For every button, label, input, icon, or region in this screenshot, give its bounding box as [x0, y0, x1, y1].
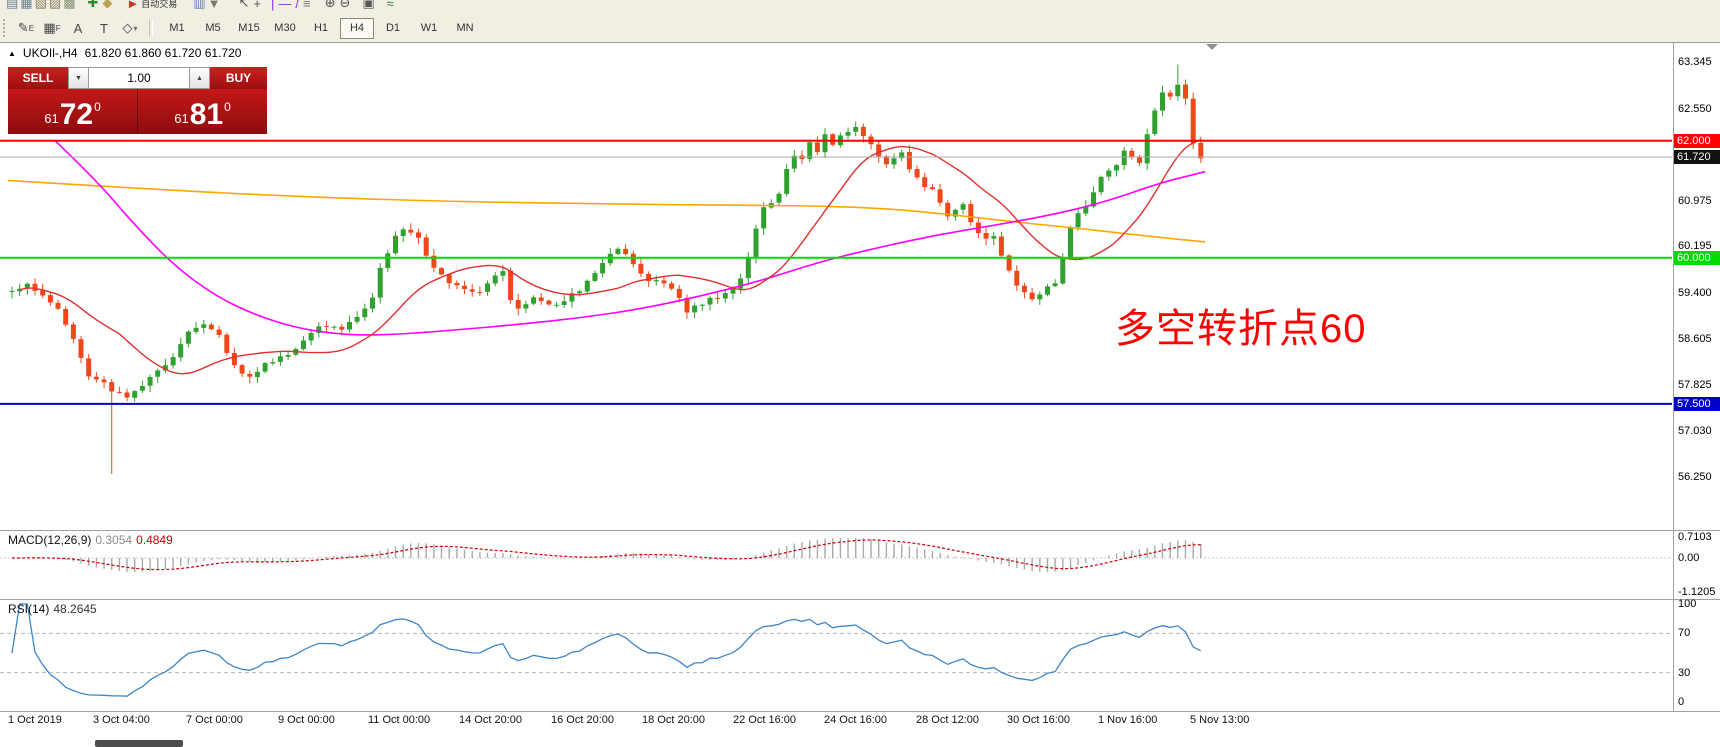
volume-input[interactable]: [89, 67, 189, 89]
sell-price-panel[interactable]: 61 72 0: [8, 89, 138, 134]
strategy-tester-icon[interactable]: ▩: [63, 0, 76, 10]
toolbar-separator: [149, 19, 153, 37]
toolbar-line-studies: ✎ E ▦ F A T ◇ ▾ M1 M5 M15 M30 H1 H4 D1 W1 MN: [0, 14, 1720, 43]
chart-ohlc-line: ▲ UKOIl-,H4 61.820 61.860 61.720 61.720: [8, 46, 241, 60]
trendline-icon[interactable]: /: [295, 0, 299, 11]
data-window-icon[interactable]: ▦: [20, 0, 33, 10]
macd-label: MACD(12,26,9) 0.3054 0.4849: [8, 533, 173, 547]
sell-price-prefix: 61: [44, 111, 59, 126]
timeframe-button-M1[interactable]: M1: [169, 22, 185, 34]
crosshair-icon[interactable]: +: [253, 0, 261, 11]
timeframe-button-H4[interactable]: H4: [340, 17, 374, 39]
autotrading-icon-label: 自动交易: [141, 0, 178, 9]
timeframe-button-MN[interactable]: MN: [456, 22, 474, 34]
grid-tool-icon[interactable]: ▦ F: [43, 20, 61, 35]
zoom-out-icon[interactable]: ⊖: [339, 0, 351, 10]
dropdown-caret-icon: ▾: [133, 23, 138, 33]
buy-price-big: 81: [189, 98, 224, 131]
drawing-tools-group: ✎ E ▦ F A T ◇ ▾: [13, 18, 143, 38]
label-tool-icon[interactable]: T: [100, 20, 108, 36]
rsi-label: RSI(14) 48.2645: [8, 602, 97, 616]
market-watch-icon[interactable]: ▤: [6, 0, 19, 10]
macd-value: 0.3054: [95, 533, 133, 547]
trade-controls-row: SELL ▼ ▲ BUY: [8, 67, 267, 89]
one-click-toggle-icon[interactable]: ▲: [8, 48, 16, 58]
macd-signal-value: 0.4849: [136, 533, 173, 547]
timeframe-button-M30[interactable]: M30: [274, 22, 296, 34]
timeframe-group: M1 M5 M15 M30 H1 H4 D1 W1 MN: [159, 17, 483, 39]
toolbar-grip[interactable]: [3, 19, 8, 37]
taskbar-fragment: [95, 740, 183, 747]
timeframe-button-W1[interactable]: W1: [420, 22, 438, 34]
fibo-icon[interactable]: ≡: [302, 0, 311, 11]
tile-windows-icon[interactable]: ▣: [362, 0, 375, 10]
toolbar-top-icons: ▤ ▦ ▧ ▨ ▩ ✚ ◆ ► 自动交易 ▥ ▼ ↖ + | — / ≡ ⊕ ⊖ ▣ ≈: [0, 0, 1720, 13]
buy-price-prefix: 61: [174, 111, 189, 126]
chart-annotation: 多空转折点60: [1115, 307, 1367, 351]
volume-increase-button[interactable]: ▲: [189, 67, 210, 89]
vline-icon[interactable]: |: [270, 0, 275, 11]
buy-price-sup: 0: [224, 100, 231, 114]
sell-button[interactable]: SELL: [8, 67, 68, 89]
text-tool-icon[interactable]: A: [73, 20, 83, 36]
new-order-icon[interactable]: ✚: [87, 0, 99, 10]
macd-name: MACD(12,26,9): [8, 533, 92, 547]
buy-button[interactable]: BUY: [210, 67, 267, 89]
profiles-icon[interactable]: ▼: [207, 0, 221, 11]
hline-icon[interactable]: —: [278, 0, 292, 11]
trade-prices-row: 61 72 0 61 81 0: [8, 89, 267, 134]
ohlc-values: 61.820 61.860 61.720 61.720: [84, 46, 242, 60]
draw-pencil-icon[interactable]: ✎ E: [17, 20, 35, 35]
metaeditor-icon[interactable]: ◆: [102, 0, 113, 10]
symbol-period: UKOIl-,H4: [22, 46, 78, 60]
zoom-in-icon[interactable]: ⊕: [324, 0, 336, 10]
buy-price-panel[interactable]: 61 81 0: [138, 89, 267, 134]
rsi-name: RSI(14): [8, 602, 50, 616]
volume-decrease-button[interactable]: ▼: [68, 67, 89, 89]
timeframe-button-D1[interactable]: D1: [385, 22, 401, 34]
shapes-dropdown-icon[interactable]: ◇ ▾: [122, 20, 138, 35]
cursor-icon[interactable]: ↖: [238, 0, 250, 10]
sell-price-sup: 0: [94, 100, 101, 114]
one-click-trading-panel: SELL ▼ ▲ BUY 61 72 0 61 81 0: [8, 67, 267, 134]
autotrading-icon[interactable]: ► 自动交易: [126, 0, 177, 13]
rsi-value: 48.2645: [53, 602, 97, 616]
navigator-icon[interactable]: ▧: [34, 0, 47, 10]
sell-price-big: 72: [59, 98, 94, 131]
indicators-icon[interactable]: ≈: [386, 0, 394, 11]
terminal-icon[interactable]: ▨: [48, 0, 62, 10]
timeframe-button-H1[interactable]: H1: [313, 22, 329, 34]
new-chart-icon[interactable]: ▥: [193, 0, 206, 10]
toolbar-top: ▤ ▦ ▧ ▨ ▩ ✚ ◆ ► 自动交易 ▥ ▼ ↖ + | — / ≡ ⊕ ⊖ ▣ ≈: [0, 0, 1720, 15]
timeframe-button-M15[interactable]: M15: [238, 22, 260, 34]
timeframe-button-M5[interactable]: M5: [205, 22, 221, 34]
